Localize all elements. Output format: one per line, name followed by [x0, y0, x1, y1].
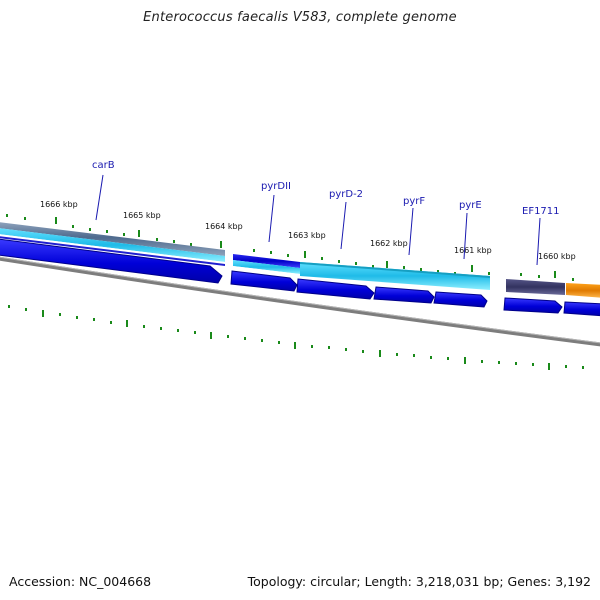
carb-band-white — [0, 234, 225, 264]
gene-label-pyrd2: pyrD-2 — [329, 189, 363, 200]
kbp-label: 1661 kbp — [454, 246, 492, 255]
pyrd2-arrow — [296, 278, 375, 300]
pyrdii-band-light — [233, 260, 300, 274]
gene-label-pyrdii: pyrDII — [261, 181, 291, 192]
page-title: Enterococcus faecalis V583, complete gen… — [143, 10, 457, 25]
next-band-orange — [566, 283, 600, 298]
kbp-label: 1665 kbp — [123, 211, 161, 220]
kbp-label: 1662 kbp — [370, 239, 408, 248]
pyrdii-arrow — [230, 270, 298, 292]
genome-backbone-highlight — [0, 256, 600, 344]
ef1711-band-purple — [506, 279, 565, 295]
kbp-label: 1666 kbp — [40, 200, 78, 209]
genome-backbone — [0, 256, 600, 347]
pyre-arrow — [433, 291, 488, 308]
upper-tick-row — [6, 214, 574, 281]
carb-arrow — [0, 238, 223, 284]
carb-band-light — [0, 228, 225, 262]
next-arrow — [563, 301, 600, 317]
pyr-band-edge — [300, 262, 490, 278]
gene-label-ef1711: EF1711 — [522, 206, 560, 217]
carb-band-gray — [0, 222, 225, 256]
gene-label-carb: carB — [92, 160, 115, 171]
pyrf-arrow — [373, 286, 435, 304]
kbp-label: 1664 kbp — [205, 222, 243, 231]
kbp-labels: 1666 kbp 1665 kbp 1664 kbp 1663 kbp 1662… — [40, 200, 576, 261]
pyrdii-band-white — [233, 266, 300, 276]
pyr-band-light — [300, 262, 490, 290]
accession-text: Accession: NC_004668 — [9, 574, 152, 589]
gene-labels: carB pyrDII pyrD-2 pyrF pyrE EF1711 — [92, 160, 560, 217]
gene-leader-lines — [95, 174, 541, 266]
topology-text: Topology: circular; Length: 3,218,031 bp… — [247, 574, 591, 589]
ef1711-arrow — [503, 297, 563, 314]
kbp-label: 1663 kbp — [288, 231, 326, 240]
kbp-label: 1660 kbp — [538, 252, 576, 261]
feature-bands — [0, 222, 600, 298]
gene-label-pyrf: pyrF — [403, 196, 425, 207]
lower-tick-row — [8, 305, 584, 370]
carb-band-dark — [0, 236, 225, 266]
gene-label-pyre: pyrE — [459, 200, 482, 211]
gene-arrows — [0, 238, 600, 317]
pyrdii-band-dark — [233, 254, 300, 268]
